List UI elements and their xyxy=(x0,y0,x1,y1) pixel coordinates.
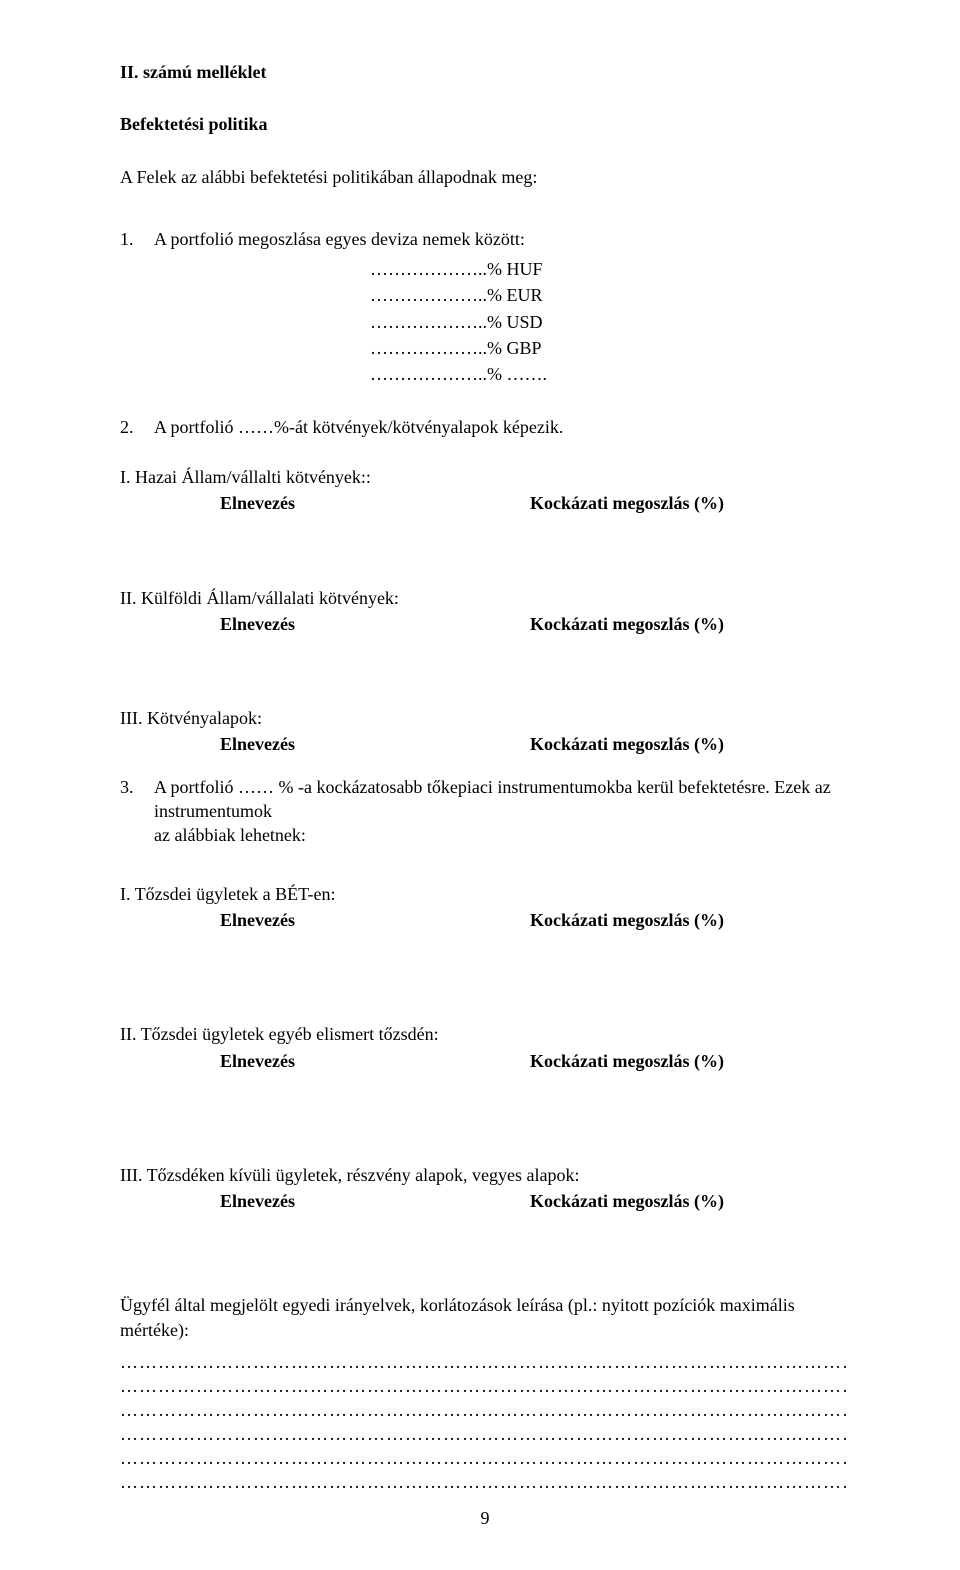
item-3: 3. A portfolió …… % -a kockázatosabb tők… xyxy=(120,775,850,824)
category-II-head: II. Külföldi Állam/vállalati kötvények: xyxy=(120,586,850,610)
appendix-title: II. számú melléklet xyxy=(120,60,850,84)
category-I: I. Hazai Állam/vállalti kötvények:: Elne… xyxy=(120,465,850,516)
currency-line: ………………..% USD xyxy=(370,310,850,334)
ex-category-II-head: II. Tőzsdei ügyletek egyéb elismert tőzs… xyxy=(120,1022,850,1046)
col-name-label: Elnevezés xyxy=(220,908,530,932)
policy-title: Befektetési politika xyxy=(120,112,850,136)
col-name-label: Elnevezés xyxy=(220,1049,530,1073)
dotted-line: …………………………………………………………………………………………………………… xyxy=(120,1446,850,1464)
item-2-num: 2. xyxy=(120,415,154,439)
col-name-label: Elnevezés xyxy=(220,612,530,636)
col-risk-label: Kockázati megoszlás (%) xyxy=(530,491,850,515)
guidelines-text: Ügyfél által megjelölt egyedi irányelvek… xyxy=(120,1293,850,1342)
col-risk-label: Kockázati megoszlás (%) xyxy=(530,1049,850,1073)
ex-category-III: III. Tőzsdéken kívüli ügyletek, részvény… xyxy=(120,1163,850,1214)
item-3-text-a: A portfolió …… % -a kockázatosabb tőkepi… xyxy=(154,775,850,824)
page-number: 9 xyxy=(120,1506,850,1530)
ex-category-I-head: I. Tőzsdei ügyletek a BÉT-en: xyxy=(120,882,850,906)
dotted-line: …………………………………………………………………………………………………………… xyxy=(120,1470,850,1488)
ex-category-I-cols: Elnevezés Kockázati megoszlás (%) xyxy=(220,908,850,932)
category-II-cols: Elnevezés Kockázati megoszlás (%) xyxy=(220,612,850,636)
item-3-text-b: az alábbiak lehetnek: xyxy=(154,823,850,847)
dotted-line: …………………………………………………………………………………………………………… xyxy=(120,1398,850,1416)
col-risk-label: Kockázati megoszlás (%) xyxy=(530,1189,850,1213)
col-risk-label: Kockázati megoszlás (%) xyxy=(530,908,850,932)
currency-list: ………………..% HUF ………………..% EUR ………………..% US… xyxy=(370,257,850,386)
col-name-label: Elnevezés xyxy=(220,732,530,756)
currency-line: ………………..% ……. xyxy=(370,362,850,386)
col-risk-label: Kockázati megoszlás (%) xyxy=(530,732,850,756)
category-III: III. Kötvényalapok: Elnevezés Kockázati … xyxy=(120,706,850,757)
category-II: II. Külföldi Állam/vállalati kötvények: … xyxy=(120,586,850,637)
category-III-cols: Elnevezés Kockázati megoszlás (%) xyxy=(220,732,850,756)
currency-line: ………………..% HUF xyxy=(370,257,850,281)
currency-line: ………………..% GBP xyxy=(370,336,850,360)
col-name-label: Elnevezés xyxy=(220,491,530,515)
currency-line: ………………..% EUR xyxy=(370,283,850,307)
dotted-line: …………………………………………………………………………………………………………… xyxy=(120,1422,850,1440)
ex-category-III-cols: Elnevezés Kockázati megoszlás (%) xyxy=(220,1189,850,1213)
item-2: 2. A portfolió ……%-át kötvények/kötvénya… xyxy=(120,415,850,439)
document-page: II. számú melléklet Befektetési politika… xyxy=(0,0,960,1570)
ex-category-II-cols: Elnevezés Kockázati megoszlás (%) xyxy=(220,1049,850,1073)
category-III-head: III. Kötvényalapok: xyxy=(120,706,850,730)
col-name-label: Elnevezés xyxy=(220,1189,530,1213)
item-1-text: A portfolió megoszlása egyes deviza neme… xyxy=(154,227,850,251)
item-2-text: A portfolió ……%-át kötvények/kötvényalap… xyxy=(154,415,850,439)
col-risk-label: Kockázati megoszlás (%) xyxy=(530,612,850,636)
ex-category-I: I. Tőzsdei ügyletek a BÉT-en: Elnevezés … xyxy=(120,882,850,933)
ex-category-II: II. Tőzsdei ügyletek egyéb elismert tőzs… xyxy=(120,1022,850,1073)
dotted-line: …………………………………………………………………………………………………………… xyxy=(120,1374,850,1392)
category-I-head: I. Hazai Állam/vállalti kötvények:: xyxy=(120,465,850,489)
item-1: 1. A portfolió megoszlása egyes deviza n… xyxy=(120,227,850,251)
intro-text: A Felek az alábbi befektetési politikába… xyxy=(120,165,850,189)
item-3-num: 3. xyxy=(120,775,154,824)
ex-category-III-head: III. Tőzsdéken kívüli ügyletek, részvény… xyxy=(120,1163,850,1187)
category-I-cols: Elnevezés Kockázati megoszlás (%) xyxy=(220,491,850,515)
item-1-num: 1. xyxy=(120,227,154,251)
dotted-line: …………………………………………………………………………………………………………… xyxy=(120,1350,850,1368)
